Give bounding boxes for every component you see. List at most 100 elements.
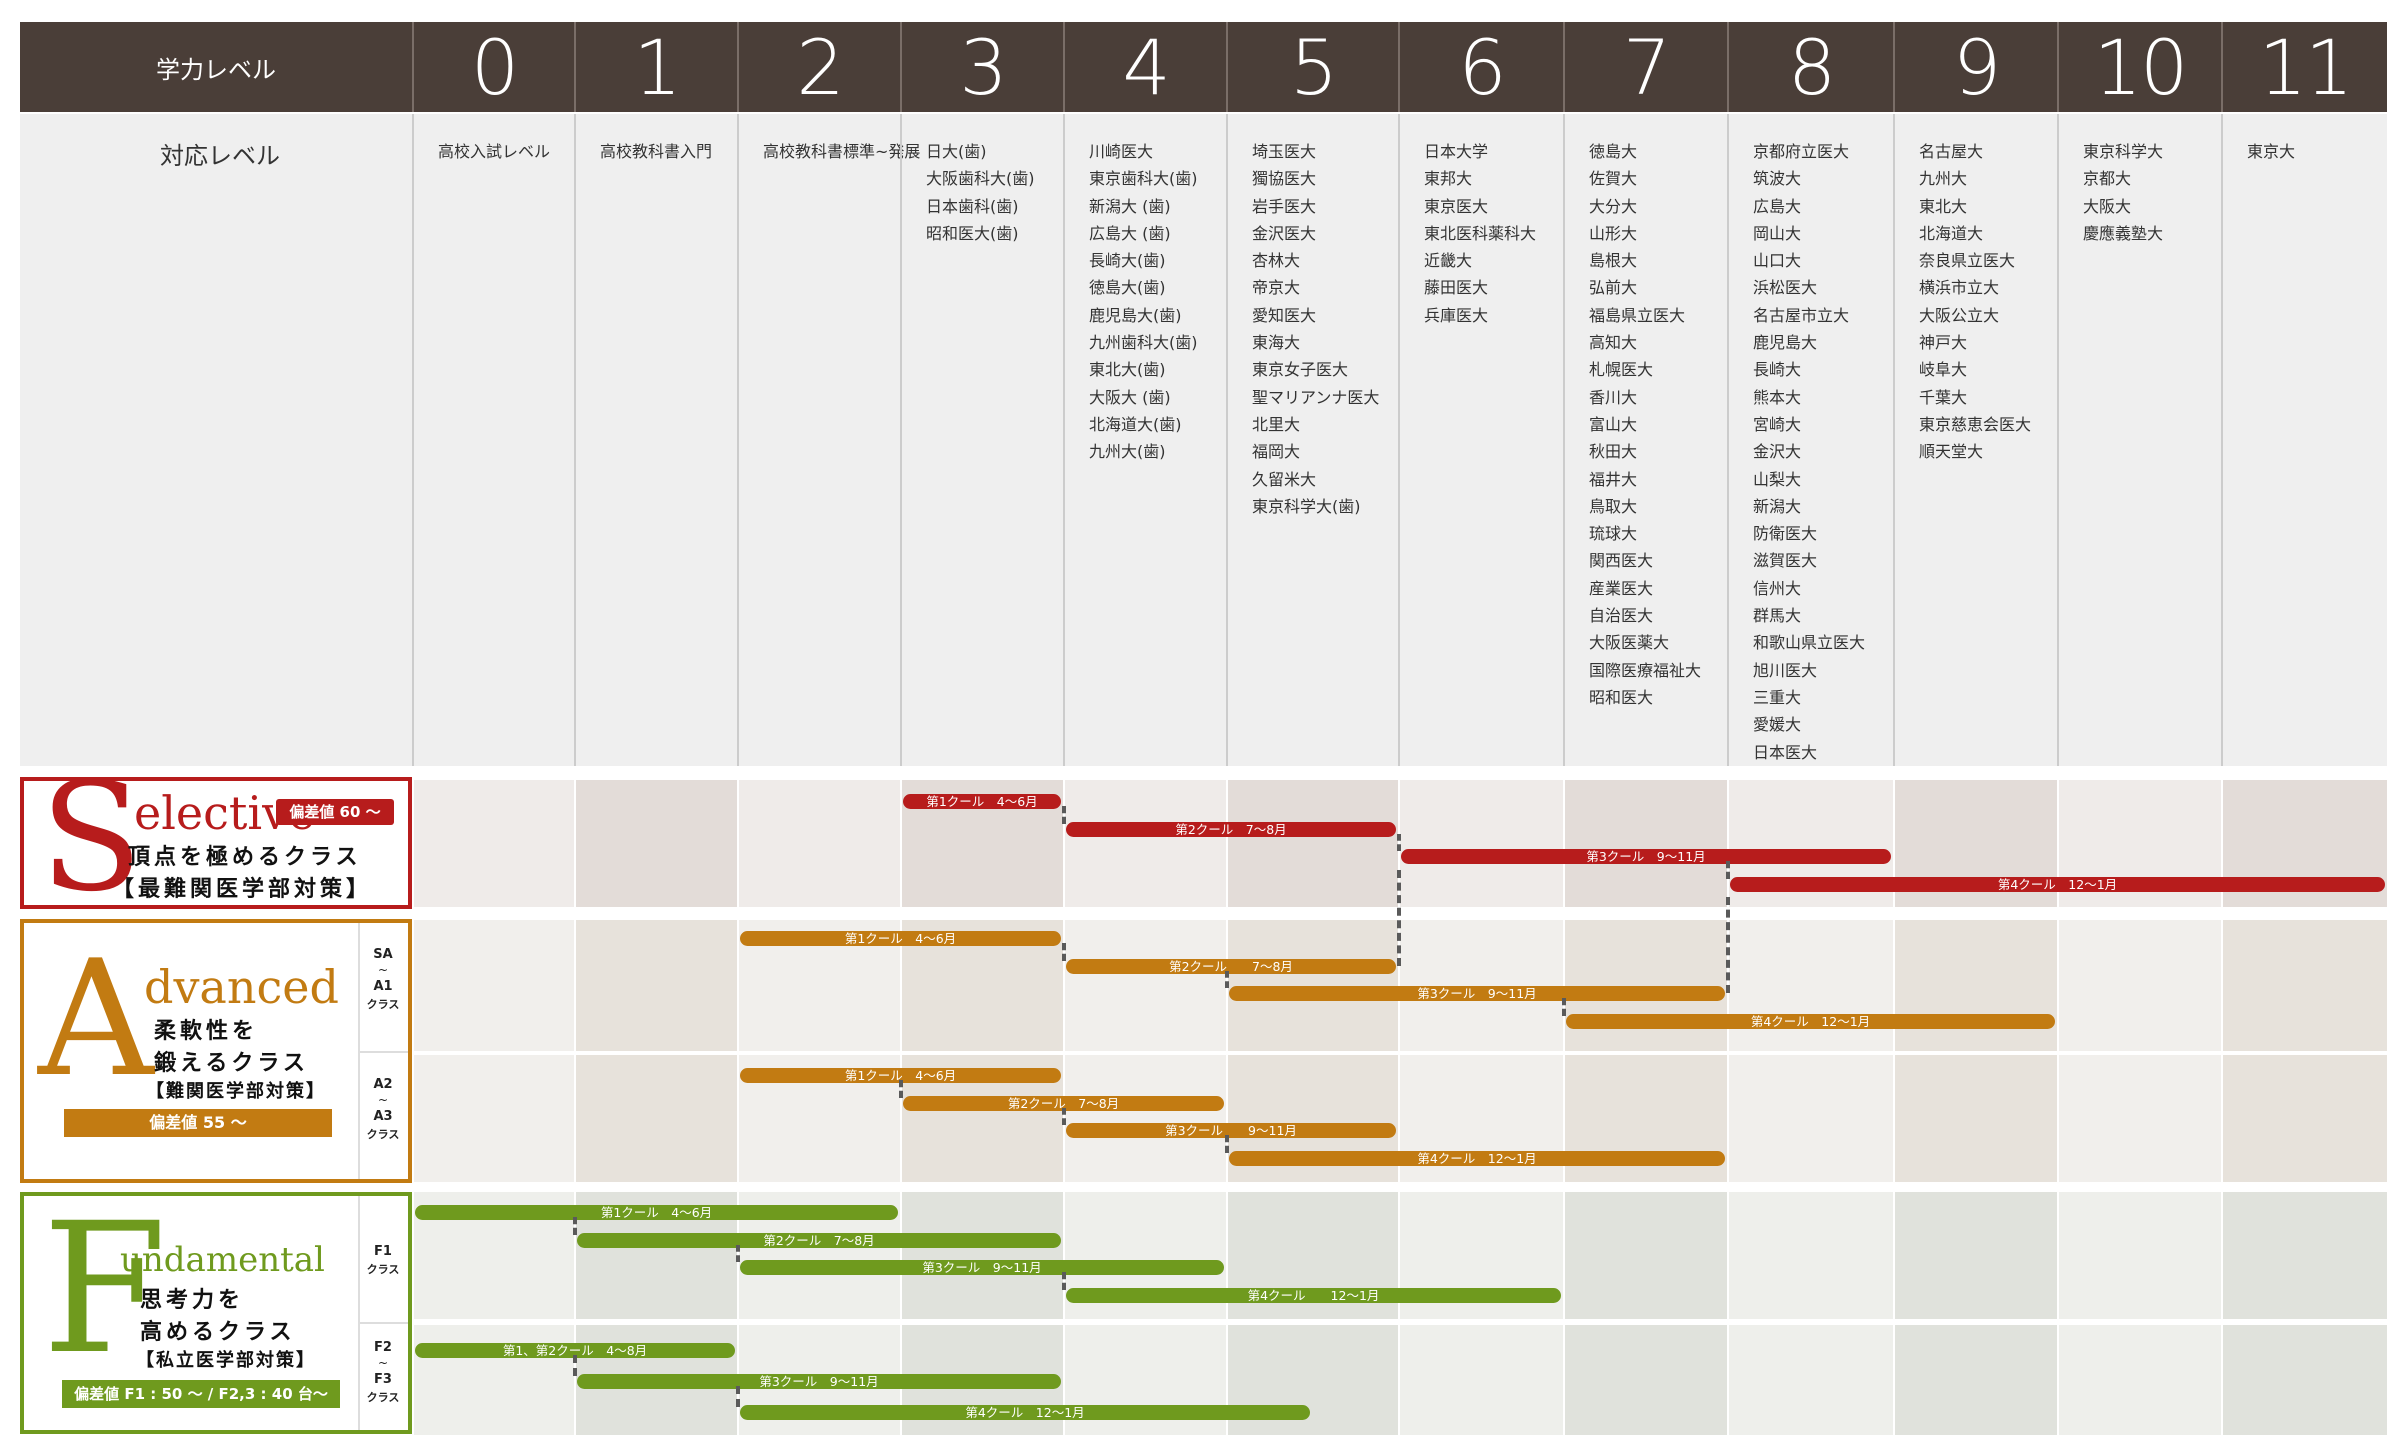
grid-cell xyxy=(1893,920,2057,1051)
university-name: 金沢医大 xyxy=(1252,223,1317,243)
university-name: 山形大 xyxy=(1589,223,1638,243)
university-name: 鹿児島大 xyxy=(1753,333,1818,353)
fundamental-line2: 高めるクラス xyxy=(140,1320,296,1345)
level-3: 3 xyxy=(900,22,1063,112)
advanced-a2-connector xyxy=(899,1080,903,1098)
university-name: 高校教科書標準~発展 xyxy=(763,142,921,161)
university-name: 神戸大 xyxy=(1919,333,1968,353)
university-name: 徳島大(歯) xyxy=(1089,278,1166,298)
university-name: 高校入試レベル xyxy=(438,142,551,161)
university-name: 東北大 xyxy=(1919,196,1968,216)
advanced-a2-bar-1: 第1クール 4～6月 xyxy=(740,1068,1061,1083)
advanced-sub2-top: A2 xyxy=(373,1077,393,1092)
level-1: 1 xyxy=(574,22,737,112)
university-column-5: 埼玉医大 獨協医大 岩手医大 金沢医大 杏林大 帝京大 愛知医大 東海大 東京女子医大 聖マリアン… xyxy=(1226,114,1398,766)
advanced-a2-bar-2: 第2クール 7～8月 xyxy=(903,1095,1224,1111)
university-name: 横浜市立大 xyxy=(1919,278,2000,298)
advanced-sub2: A2 ~ A3 クラス xyxy=(358,1075,408,1143)
selective-bar-4: 第4クール 12～1月 xyxy=(1730,876,2385,892)
grid-cell xyxy=(2221,1325,2387,1435)
grid-cell xyxy=(412,1325,574,1435)
university-name: 昭和医大 xyxy=(1589,687,1654,707)
university-name: 京都府立医大 xyxy=(1753,142,1850,161)
university-name: 東京科学大(歯) xyxy=(1252,496,1361,516)
level-7: 7 xyxy=(1563,22,1727,112)
fundamental-line1: 思考力を xyxy=(140,1288,245,1313)
grid-cell xyxy=(1893,1055,2057,1182)
university-name: 産業医大 xyxy=(1589,578,1654,598)
advanced-sa-bar-2: 第2クール 7～8月 xyxy=(1066,958,1396,974)
selective-connector xyxy=(1062,806,1066,824)
selective-bar-3: 第3クール 9～11月 xyxy=(1401,849,1891,864)
university-name: 東北大(歯) xyxy=(1089,360,1166,380)
university-name: 岡山大 xyxy=(1753,223,1802,243)
university-column-11: 東京大 xyxy=(2221,114,2387,766)
fundamental-sub1: F1 クラス xyxy=(358,1242,408,1278)
university-name: 近畿大 xyxy=(1424,251,1473,271)
fundamental-sub2-cls: クラス xyxy=(366,1391,400,1404)
university-name: 浜松医大 xyxy=(1753,278,1818,298)
fundamental-f1-bar-4: 第4クール 12～1月 xyxy=(1066,1287,1561,1303)
level-6: 6 xyxy=(1398,22,1563,112)
university-name: 東北医科薬科大 xyxy=(1424,223,1537,243)
university-name: 順天堂大 xyxy=(1919,442,1984,462)
grid-cell xyxy=(574,920,737,1051)
advanced-sa-connector xyxy=(1062,943,1066,961)
university-name: 大阪大 xyxy=(2083,196,2132,216)
fundamental-line3: 【私立医学部対策】 xyxy=(136,1350,316,1371)
fundamental-f2-connector xyxy=(573,1355,577,1376)
advanced-sub1-bottom: A1 xyxy=(373,979,393,994)
advanced-a2-bar-3: 第3クール 9～11月 xyxy=(1066,1123,1396,1138)
grid-cell xyxy=(412,780,574,907)
university-name: 名古屋市立大 xyxy=(1753,305,1850,325)
university-name: 北里大 xyxy=(1252,414,1301,434)
university-name: 長崎大(歯) xyxy=(1089,251,1166,271)
fundamental-initial: F xyxy=(42,1185,167,1394)
university-column-1: 高校教科書入門 xyxy=(574,114,737,766)
university-name: 広島大 xyxy=(1753,196,1802,216)
fundamental-sub1-cls: クラス xyxy=(366,1263,400,1276)
university-name: 新潟大 (歯) xyxy=(1089,196,1171,216)
level-10: 10 xyxy=(2057,22,2221,112)
university-name: 杏林大 xyxy=(1252,251,1301,271)
fundamental-f2-connector xyxy=(736,1386,740,1407)
grid-cell xyxy=(1563,1192,1727,1319)
level-4: 4 xyxy=(1063,22,1226,112)
university-name: 旭川医大 xyxy=(1753,660,1818,680)
fundamental-f2-bar-2: 第3クール 9～11月 xyxy=(577,1374,1061,1389)
advanced-sub1-cls: クラス xyxy=(366,998,400,1011)
university-name: 東京大 xyxy=(2247,142,2296,161)
university-name: 九州歯科大(歯) xyxy=(1089,333,1198,353)
university-name: 大阪公立大 xyxy=(1919,305,2000,325)
university-name: 九州大 xyxy=(1919,169,1968,189)
fundamental-f1-connector xyxy=(573,1217,577,1235)
university-column-7: 徳島大 佐賀大 大分大 山形大 島根大 弘前大 福島県立医大 高知大 札幌医大 香川大 富山大 秋田大… xyxy=(1563,114,1727,766)
university-name: 和歌山県立医大 xyxy=(1753,633,1866,653)
selective-line1: 頂点を極めるクラス xyxy=(128,845,362,870)
university-name: 大阪大 (歯) xyxy=(1089,387,1171,407)
university-name: 慶應義塾大 xyxy=(2083,223,2164,243)
level-header-label: 学力レベル xyxy=(156,55,276,84)
university-name: 高知大 xyxy=(1589,333,1638,353)
university-table: 対応レベル 高校入試レベル 高校教科書入門 高校教科書標準~発展 日大(歯) 大阪歯科大… xyxy=(20,114,2387,766)
university-name: 香川大 xyxy=(1589,387,1638,407)
fundamental-sub-hdivider xyxy=(358,1322,408,1324)
grid-cell xyxy=(1727,1325,1893,1435)
university-name: 獨協医大 xyxy=(1252,169,1317,189)
advanced-sa-bar-4: 第4クール 12～1月 xyxy=(1566,1013,2055,1029)
university-name: 福井大 xyxy=(1589,469,1638,489)
university-name: 愛媛大 xyxy=(1753,715,1802,735)
university-name: 東京慈恵会医大 xyxy=(1919,414,2032,434)
university-column-2: 高校教科書標準~発展 xyxy=(737,114,921,766)
fundamental-word: undamental xyxy=(120,1240,325,1280)
university-name: 奈良県立医大 xyxy=(1919,251,2016,271)
university-name: 徳島大 xyxy=(1589,142,1638,161)
university-name: 島根大 xyxy=(1589,251,1638,271)
university-name: 日本歯科(歯) xyxy=(926,196,1019,216)
grid-cell xyxy=(2057,1325,2221,1435)
university-name: 東邦大 xyxy=(1424,169,1473,189)
fundamental-sub2-bottom: F3 xyxy=(374,1372,392,1387)
cross-connector xyxy=(1726,897,1730,993)
university-name: 山梨大 xyxy=(1753,469,1802,489)
